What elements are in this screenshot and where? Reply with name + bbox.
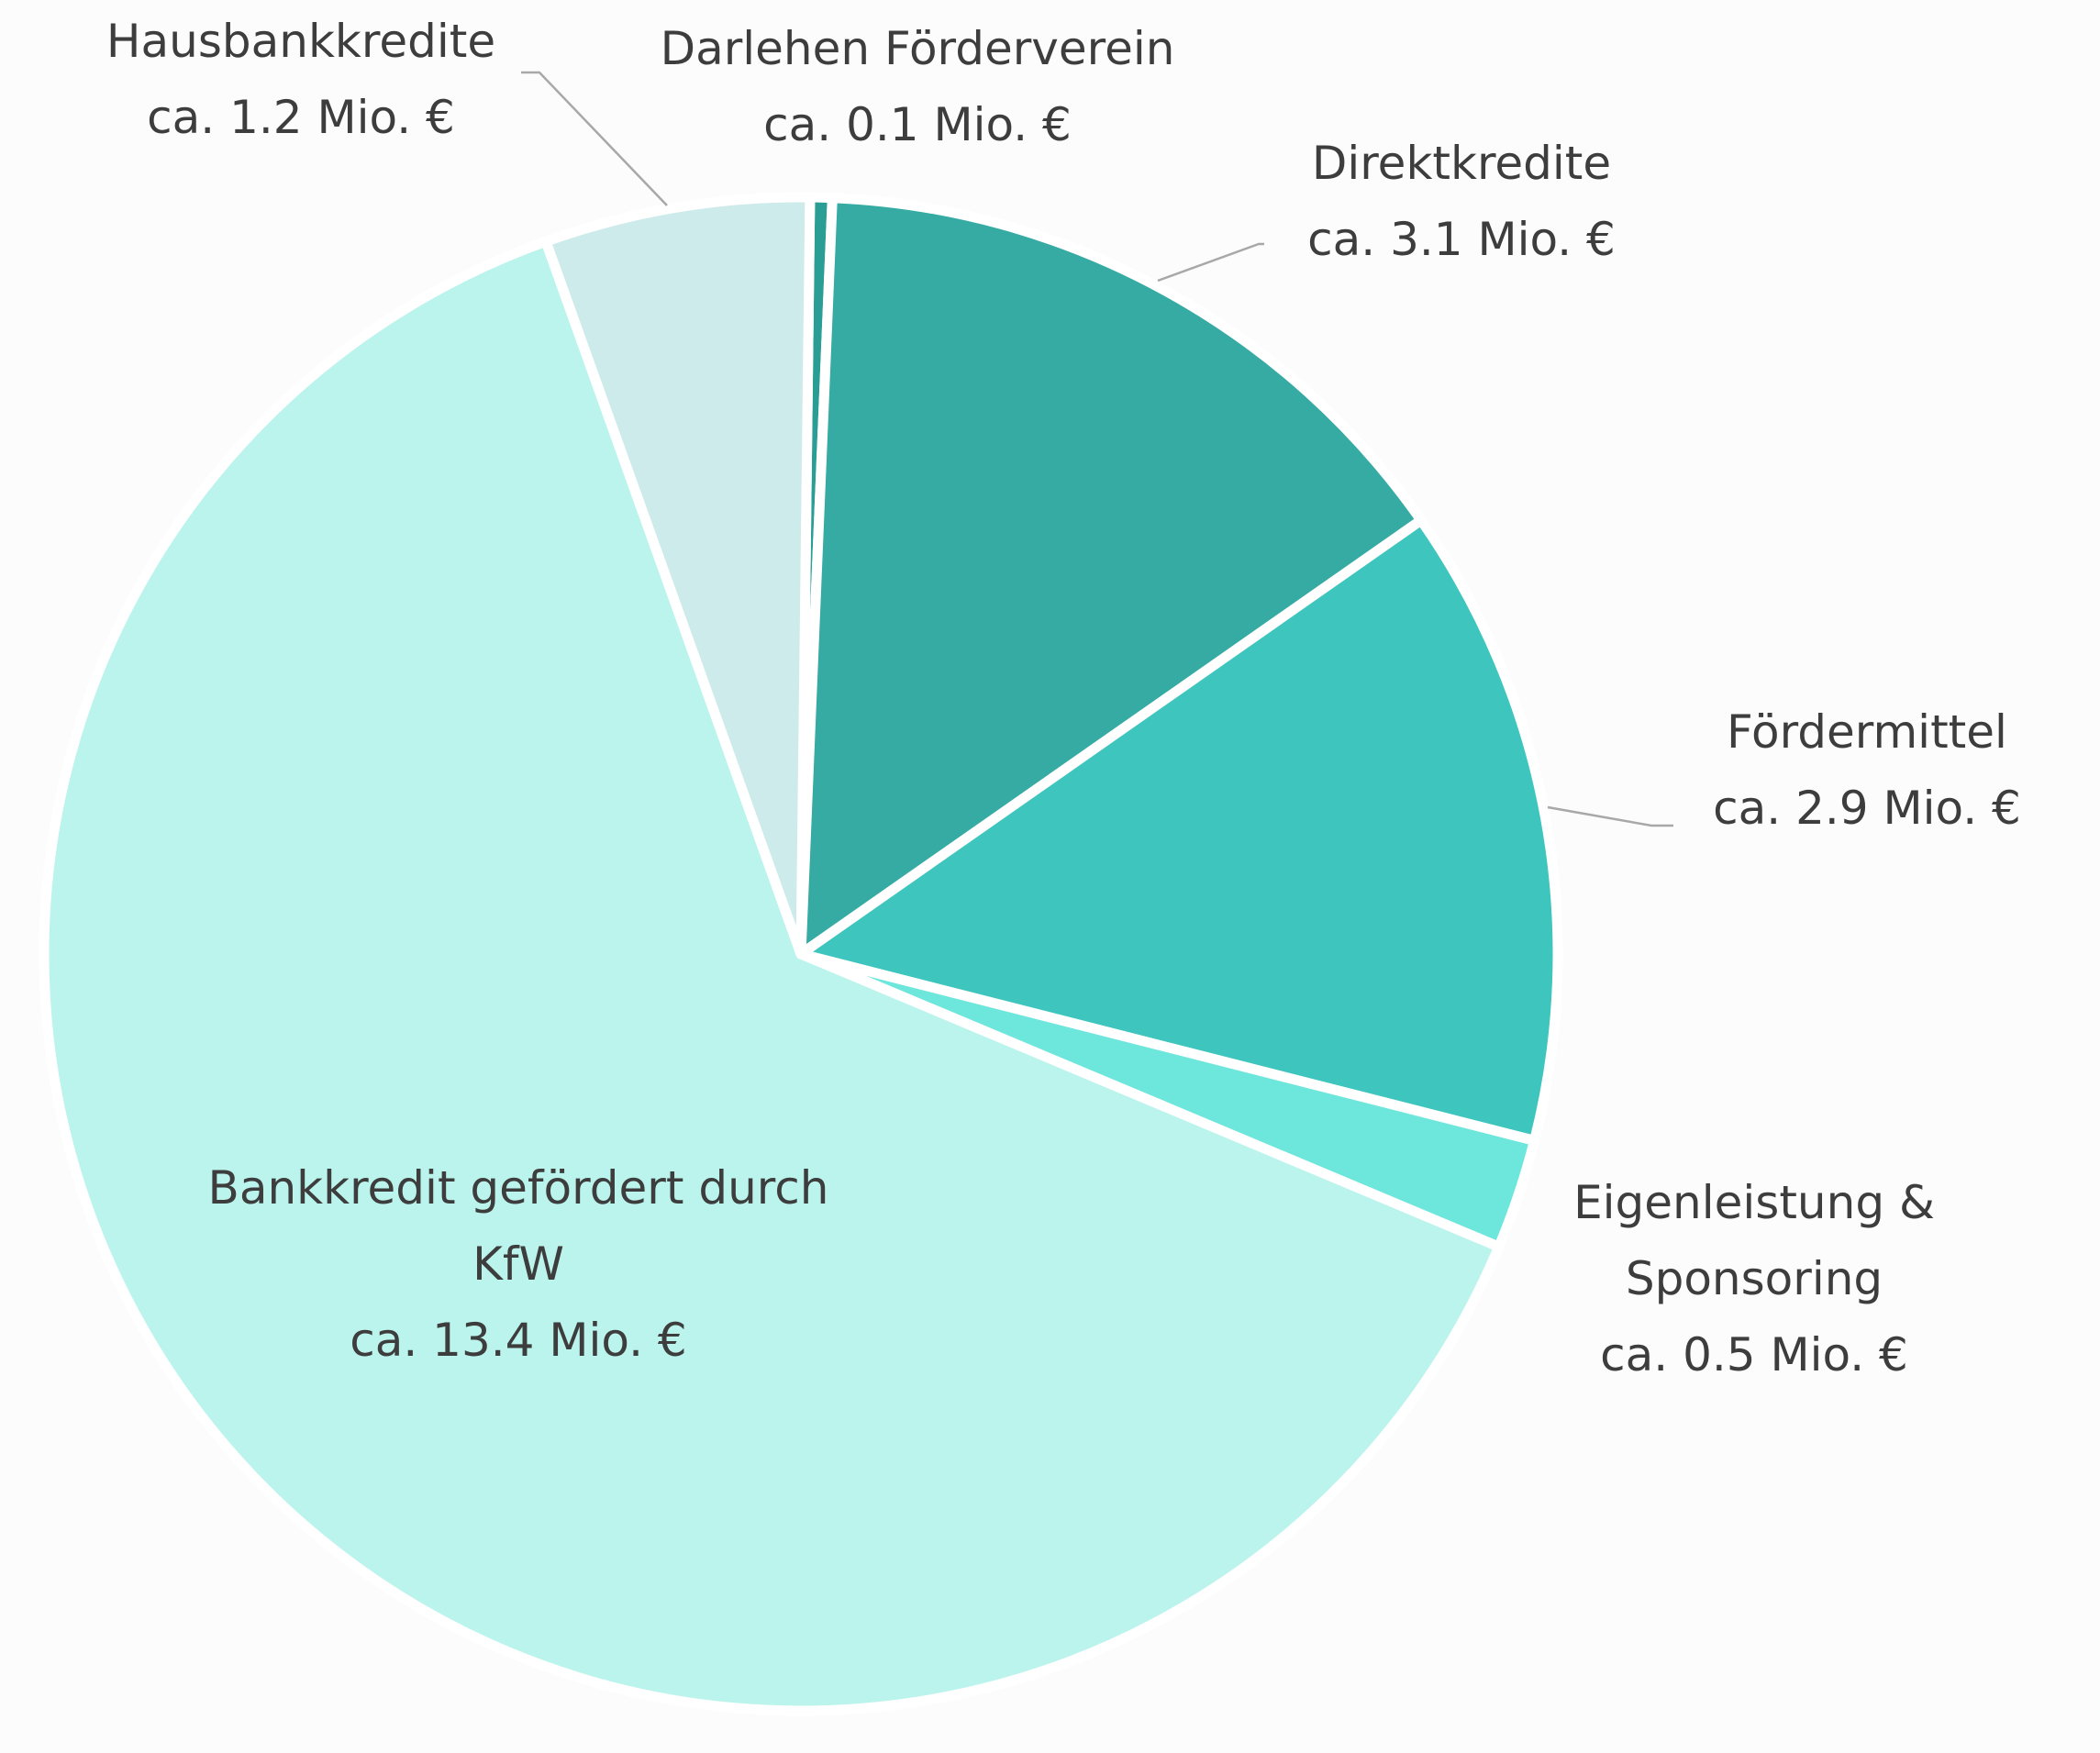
labels-layer: Darlehen Förderverein ca. 0.1 Mio. € Direk…: [106, 15, 2021, 1381]
slice-name-label: Sponsoring: [1626, 1252, 1883, 1305]
leader-line: [1547, 805, 1673, 827]
pie-slice: [39, 236, 1505, 1716]
pie-slice: [540, 192, 816, 960]
slice-value-label: ca. 1.2 Mio. €: [147, 91, 455, 144]
slice-value-label: ca. 2.9 Mio. €: [1713, 782, 2021, 835]
pie-slice: [795, 515, 1563, 1146]
slice-name-label: Hausbankkredite: [106, 15, 495, 68]
slice-name-label: Direktkredite: [1312, 137, 1611, 190]
slices-layer: [39, 192, 1563, 1716]
leader-line: [521, 71, 668, 206]
slice-value-label: ca. 0.1 Mio. €: [763, 98, 1072, 151]
slice-name-label: Bankkredit gefördert durch: [208, 1161, 829, 1215]
slice-name-label: Eigenleistung &: [1573, 1176, 1935, 1229]
slice-name-label: KfW: [472, 1237, 564, 1291]
leader-line: [1157, 242, 1264, 283]
slice-name-label: Fördermittel: [1727, 705, 2007, 759]
slice-value-label: ca. 3.1 Mio. €: [1307, 213, 1616, 266]
slice-name-label: Darlehen Förderverein: [661, 22, 1175, 75]
leader-lines-layer: [521, 71, 1673, 827]
slice-value-label: ca. 0.5 Mio. €: [1600, 1328, 1908, 1381]
slice-value-label: ca. 13.4 Mio. €: [350, 1314, 686, 1367]
pie-slice: [795, 193, 1427, 960]
